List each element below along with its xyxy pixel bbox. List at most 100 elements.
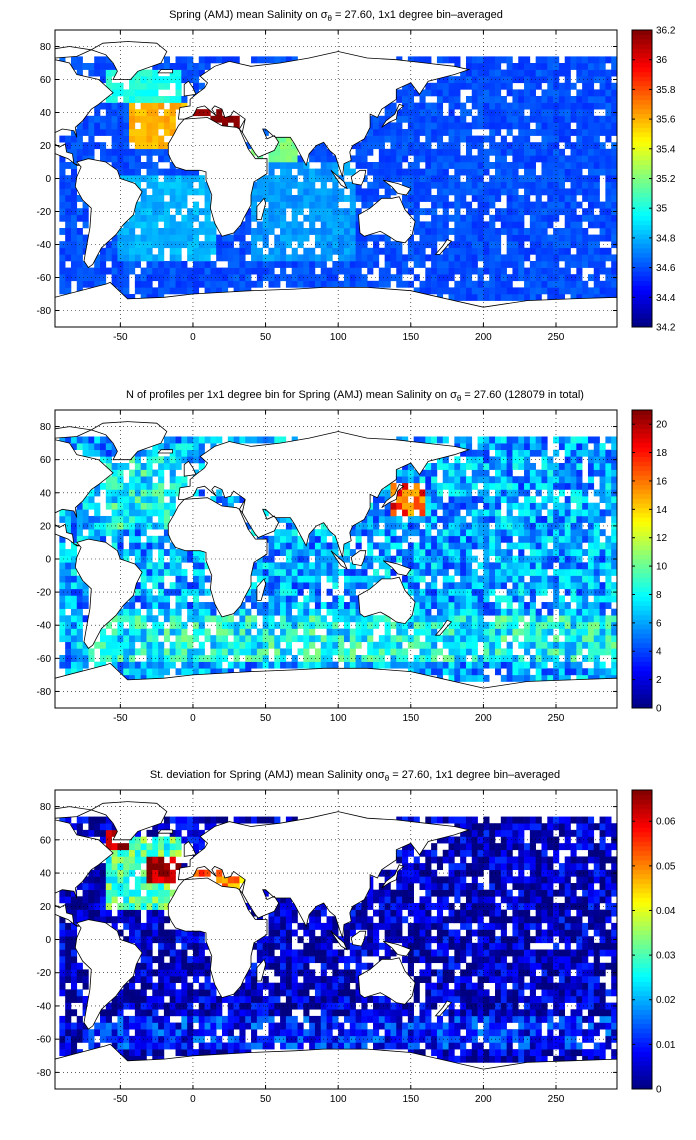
bin-cell [65, 274, 72, 282]
bin-cell [477, 82, 484, 90]
bin-cell [303, 280, 310, 288]
bin-cell [152, 648, 159, 656]
bin-cell [285, 542, 293, 550]
bin-cell [582, 261, 589, 268]
bin-cell [320, 234, 327, 242]
bin-cell [611, 436, 617, 444]
bin-cell [564, 608, 571, 616]
bin-cell [140, 562, 147, 570]
bin-cell [285, 274, 293, 282]
bin-cell [500, 436, 507, 444]
bin-cell [314, 168, 322, 176]
bin-cell [512, 542, 519, 550]
bin-cell [535, 489, 542, 497]
bin-cell [343, 254, 351, 262]
bin-cell [123, 287, 130, 295]
bin-cell [465, 267, 473, 275]
bin-cell [210, 608, 217, 616]
bin-cell [535, 234, 542, 242]
bin-cell [558, 443, 566, 451]
bin-cell [332, 261, 339, 268]
bin-cell [587, 63, 595, 70]
colorbar-segment [632, 57, 652, 63]
bin-cell [373, 247, 380, 255]
bin-cell [338, 214, 345, 222]
bin-cell [175, 267, 182, 275]
bin-cell [431, 89, 438, 97]
bin-cell [425, 267, 432, 275]
bin-cell [268, 214, 275, 222]
bin-cell [256, 221, 263, 229]
bin-cell [70, 195, 78, 202]
bin-cell [285, 155, 293, 163]
bin-cell [570, 582, 577, 590]
colorbar-segment [632, 670, 652, 676]
colorbar-segment [632, 414, 652, 420]
bin-cell [192, 668, 200, 676]
bin-cell [268, 261, 275, 268]
bin-cell [158, 135, 165, 143]
landmass-madagascar [256, 578, 267, 601]
bin-cell [105, 482, 112, 490]
bin-cell [222, 668, 229, 676]
bin-cell [361, 621, 368, 629]
colorbar-tick-label: 10 [656, 562, 668, 573]
bin-cell [471, 641, 478, 649]
landmass-sumatra [330, 169, 348, 190]
bin-cell [309, 274, 316, 282]
bin-cell [111, 89, 118, 97]
bin-cell [587, 96, 595, 103]
bin-cell [460, 135, 467, 143]
bin-cell [192, 69, 200, 77]
bin-cell [564, 562, 571, 570]
bin-cell [349, 241, 356, 249]
bin-cell [477, 228, 484, 235]
bin-cell [558, 208, 566, 216]
bin-cell [547, 109, 554, 117]
bin-cell [436, 615, 444, 623]
bin-cell [518, 228, 525, 235]
bin-cell [198, 181, 205, 189]
bin-cell [436, 228, 444, 235]
bin-cell [541, 562, 548, 570]
bin-cell [547, 214, 554, 222]
bin-cell [158, 568, 165, 576]
bin-cell [541, 115, 548, 123]
bin-cell [285, 595, 293, 603]
bin-cell [402, 135, 409, 143]
bin-cell [465, 221, 473, 229]
bin-cell [105, 155, 112, 163]
bin-cell [402, 89, 409, 97]
bin-cell [251, 208, 258, 216]
bin-cell [512, 102, 519, 110]
bin-cell [117, 496, 124, 504]
bin-cell [349, 529, 356, 537]
bin-cell [59, 549, 66, 556]
bin-cell [425, 502, 432, 510]
bin-cell [425, 555, 432, 563]
bin-cell [576, 502, 583, 510]
bin-cell [407, 515, 414, 523]
bin-cell [384, 529, 391, 537]
bin-cell [152, 469, 159, 477]
bin-cell [402, 489, 409, 497]
bin-cell [413, 201, 420, 209]
bin-cell [431, 280, 438, 288]
bin-cell [297, 562, 304, 570]
bin-cell [477, 96, 484, 103]
bin-cell [506, 542, 513, 550]
bin-cell [163, 261, 171, 268]
bin-cell [303, 628, 310, 636]
bin-cell [59, 208, 66, 216]
bin-cell [599, 641, 606, 649]
bin-cell [454, 214, 461, 222]
bin-cell [384, 615, 391, 623]
bin-cell [593, 201, 600, 209]
bin-cell [222, 287, 229, 295]
bin-cell [541, 674, 548, 682]
bin-cell [198, 208, 205, 216]
bin-cell [256, 195, 263, 202]
bin-cell [367, 542, 374, 550]
bin-cell [413, 261, 420, 268]
bin-cell [100, 443, 107, 451]
